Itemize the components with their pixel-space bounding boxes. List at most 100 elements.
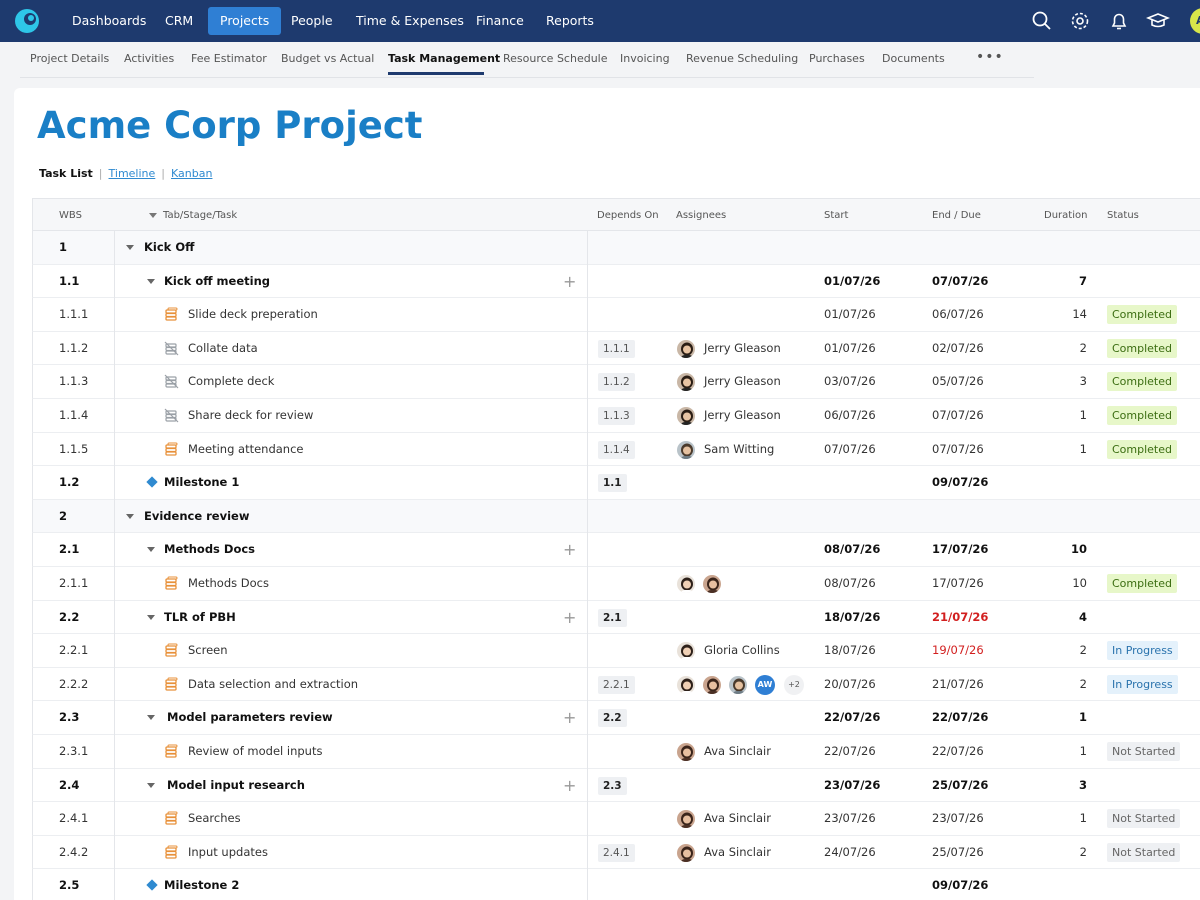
header-start[interactable]: Start [824,210,849,221]
graduation-cap-icon[interactable] [1146,10,1170,32]
depends-on-badge[interactable]: 1.1.2 [598,373,635,392]
add-task-button[interactable]: + [563,540,577,560]
app-logo-icon[interactable] [14,8,42,34]
depends-on-badge[interactable]: 1.1.1 [598,339,635,358]
tab-task-management[interactable]: Task Management [388,52,501,65]
header-duration[interactable]: Duration [1044,210,1088,221]
header-task[interactable]: Tab/Stage/Task [149,210,237,221]
task-name[interactable]: Methods Docs [164,542,256,557]
table-row[interactable]: 1.1.3 Complete deck 1.1.2 Jerry Gleason 03/0… [32,365,1200,399]
table-row[interactable]: 2.1.1 Methods Docs 08/07/26 17/07/26 10 Compl… [32,567,1200,601]
status-badge[interactable]: Completed [1107,305,1177,325]
assignee-avatar[interactable] [676,338,696,359]
assignee-avatar[interactable] [676,439,696,460]
depends-on-badge[interactable]: 2.2 [598,709,627,728]
table-row[interactable]: 1.1.2 Collate data 1.1.1 Jerry Gleason 01/07… [32,331,1200,366]
search-icon[interactable] [1031,10,1053,32]
table-row[interactable]: 1.1.1 Slide deck preperation 01/07/26 06/07… [32,298,1200,332]
user-avatar[interactable]: A [1190,8,1200,34]
view-kanban-link[interactable]: Kanban [171,167,213,180]
table-row[interactable]: 2.3.1 Review of model inputs Ava Sinclair 2… [32,735,1200,769]
add-task-button[interactable]: + [563,708,577,728]
view-timeline-link[interactable]: Timeline [108,167,156,180]
tab-resource-schedule[interactable]: Resource Schedule [503,52,608,65]
nav-item-time-expenses[interactable]: Time & Expenses [356,13,464,28]
status-badge[interactable]: Completed [1107,406,1177,425]
add-task-button[interactable]: + [563,607,577,627]
header-assignees[interactable]: Assignees [676,210,727,221]
collapse-toggle-icon[interactable] [126,245,134,250]
table-row[interactable]: 2.2.2 Data selection and extraction 2.2.1 A… [32,667,1200,702]
task-name[interactable]: TLR of PBH [164,609,236,624]
task-name[interactable]: Screen [188,643,228,658]
nav-item-crm[interactable]: CRM [165,13,194,28]
task-name[interactable]: Milestone 2 [164,878,240,893]
table-row[interactable]: 1.1.4 Share deck for review 1.1.3 Jerry Gle… [32,399,1200,433]
depends-on-badge[interactable]: 1.1.4 [598,440,635,459]
task-name[interactable]: Complete deck [188,374,275,389]
collapse-toggle-icon[interactable] [147,782,155,788]
table-row[interactable]: 1.1 + Kick off meeting 01/07/26 07/07/26 7 [32,264,1200,299]
header-status[interactable]: Status [1107,210,1139,221]
table-row[interactable]: 2.3 + Model parameters review 2.2 22/07/26 22… [32,701,1200,735]
assignee-avatar[interactable] [702,574,722,594]
status-badge[interactable]: Completed [1107,574,1177,593]
collapse-all-icon[interactable] [149,212,157,218]
task-name[interactable]: Slide deck preperation [188,307,318,322]
collapse-toggle-icon[interactable] [147,715,155,721]
assignee-avatar[interactable]: AW [755,674,775,695]
add-task-button[interactable]: + [563,271,577,291]
tab-revenue-scheduling[interactable]: Revenue Scheduling [686,52,799,65]
task-name[interactable]: Collate data [188,340,258,355]
nav-item-people[interactable]: People [291,13,333,28]
status-badge[interactable]: Completed [1107,338,1177,358]
nav-item-dashboards[interactable]: Dashboards [72,13,147,28]
more-assignees-badge[interactable]: +2 [784,674,804,695]
table-row[interactable]: 2.2 + TLR of PBH 2.1 18/07/26 21/07/26 4 [32,600,1200,635]
task-name[interactable]: Input updates [188,844,268,859]
assignee-avatar[interactable] [728,674,748,695]
tab-activities[interactable]: Activities [124,52,175,65]
assignee-avatar[interactable] [676,574,696,594]
more-tabs-button[interactable]: ••• [976,49,1004,65]
tab-purchases[interactable]: Purchases [809,52,865,65]
assignee-avatar[interactable] [676,372,696,393]
status-badge[interactable]: Not Started [1107,742,1181,761]
nav-item-finance[interactable]: Finance [476,13,524,28]
depends-on-badge[interactable]: 1.1 [598,474,627,493]
task-name[interactable]: Model parameters review [167,710,333,725]
status-badge[interactable]: In Progress [1107,674,1178,694]
task-name[interactable]: Review of model inputs [188,744,323,758]
task-name[interactable]: Meeting attendance [188,441,304,456]
table-row[interactable]: 1.2 Milestone 1 1.1 09/07/26 [32,466,1200,500]
collapse-toggle-icon[interactable] [147,547,155,553]
depends-on-badge[interactable]: 2.2.1 [598,675,635,694]
tab-invoicing[interactable]: Invoicing [620,52,670,65]
task-name[interactable]: Data selection and extraction [188,676,359,691]
status-badge[interactable]: Completed [1107,439,1177,459]
bell-icon[interactable] [1108,10,1130,32]
task-name[interactable]: Share deck for review [188,408,314,422]
table-row[interactable]: 1 Kick Off [32,231,1200,265]
table-row[interactable]: 2.2.1 Screen Gloria Collins 18/07/26 19/07/2… [32,634,1200,668]
tab-documents[interactable]: Documents [882,52,945,65]
task-name[interactable]: Evidence review [144,508,250,523]
status-badge[interactable]: Not Started [1107,809,1181,829]
depends-on-badge[interactable]: 1.1.3 [598,407,635,425]
add-task-button[interactable]: + [563,775,577,795]
assignee-avatar[interactable] [676,674,696,695]
table-row[interactable]: 2.4.1 Searches Ava Sinclair 23/07/26 23/07/2… [32,802,1200,836]
task-name[interactable]: Searches [188,811,241,826]
header-end[interactable]: End / Due [932,210,981,221]
assignee-avatar[interactable] [676,809,696,830]
task-name[interactable]: Model input research [167,777,305,792]
task-name[interactable]: Methods Docs [188,576,269,590]
collapse-toggle-icon[interactable] [147,614,155,620]
tab-project-details[interactable]: Project Details [30,52,110,65]
assignee-avatar[interactable] [676,742,696,762]
status-badge[interactable]: In Progress [1107,641,1178,661]
task-name[interactable]: Milestone 1 [164,475,240,490]
depends-on-badge[interactable]: 2.3 [598,776,627,795]
view-task-list[interactable]: Task List [39,167,93,180]
task-name[interactable]: Kick Off [144,240,195,254]
